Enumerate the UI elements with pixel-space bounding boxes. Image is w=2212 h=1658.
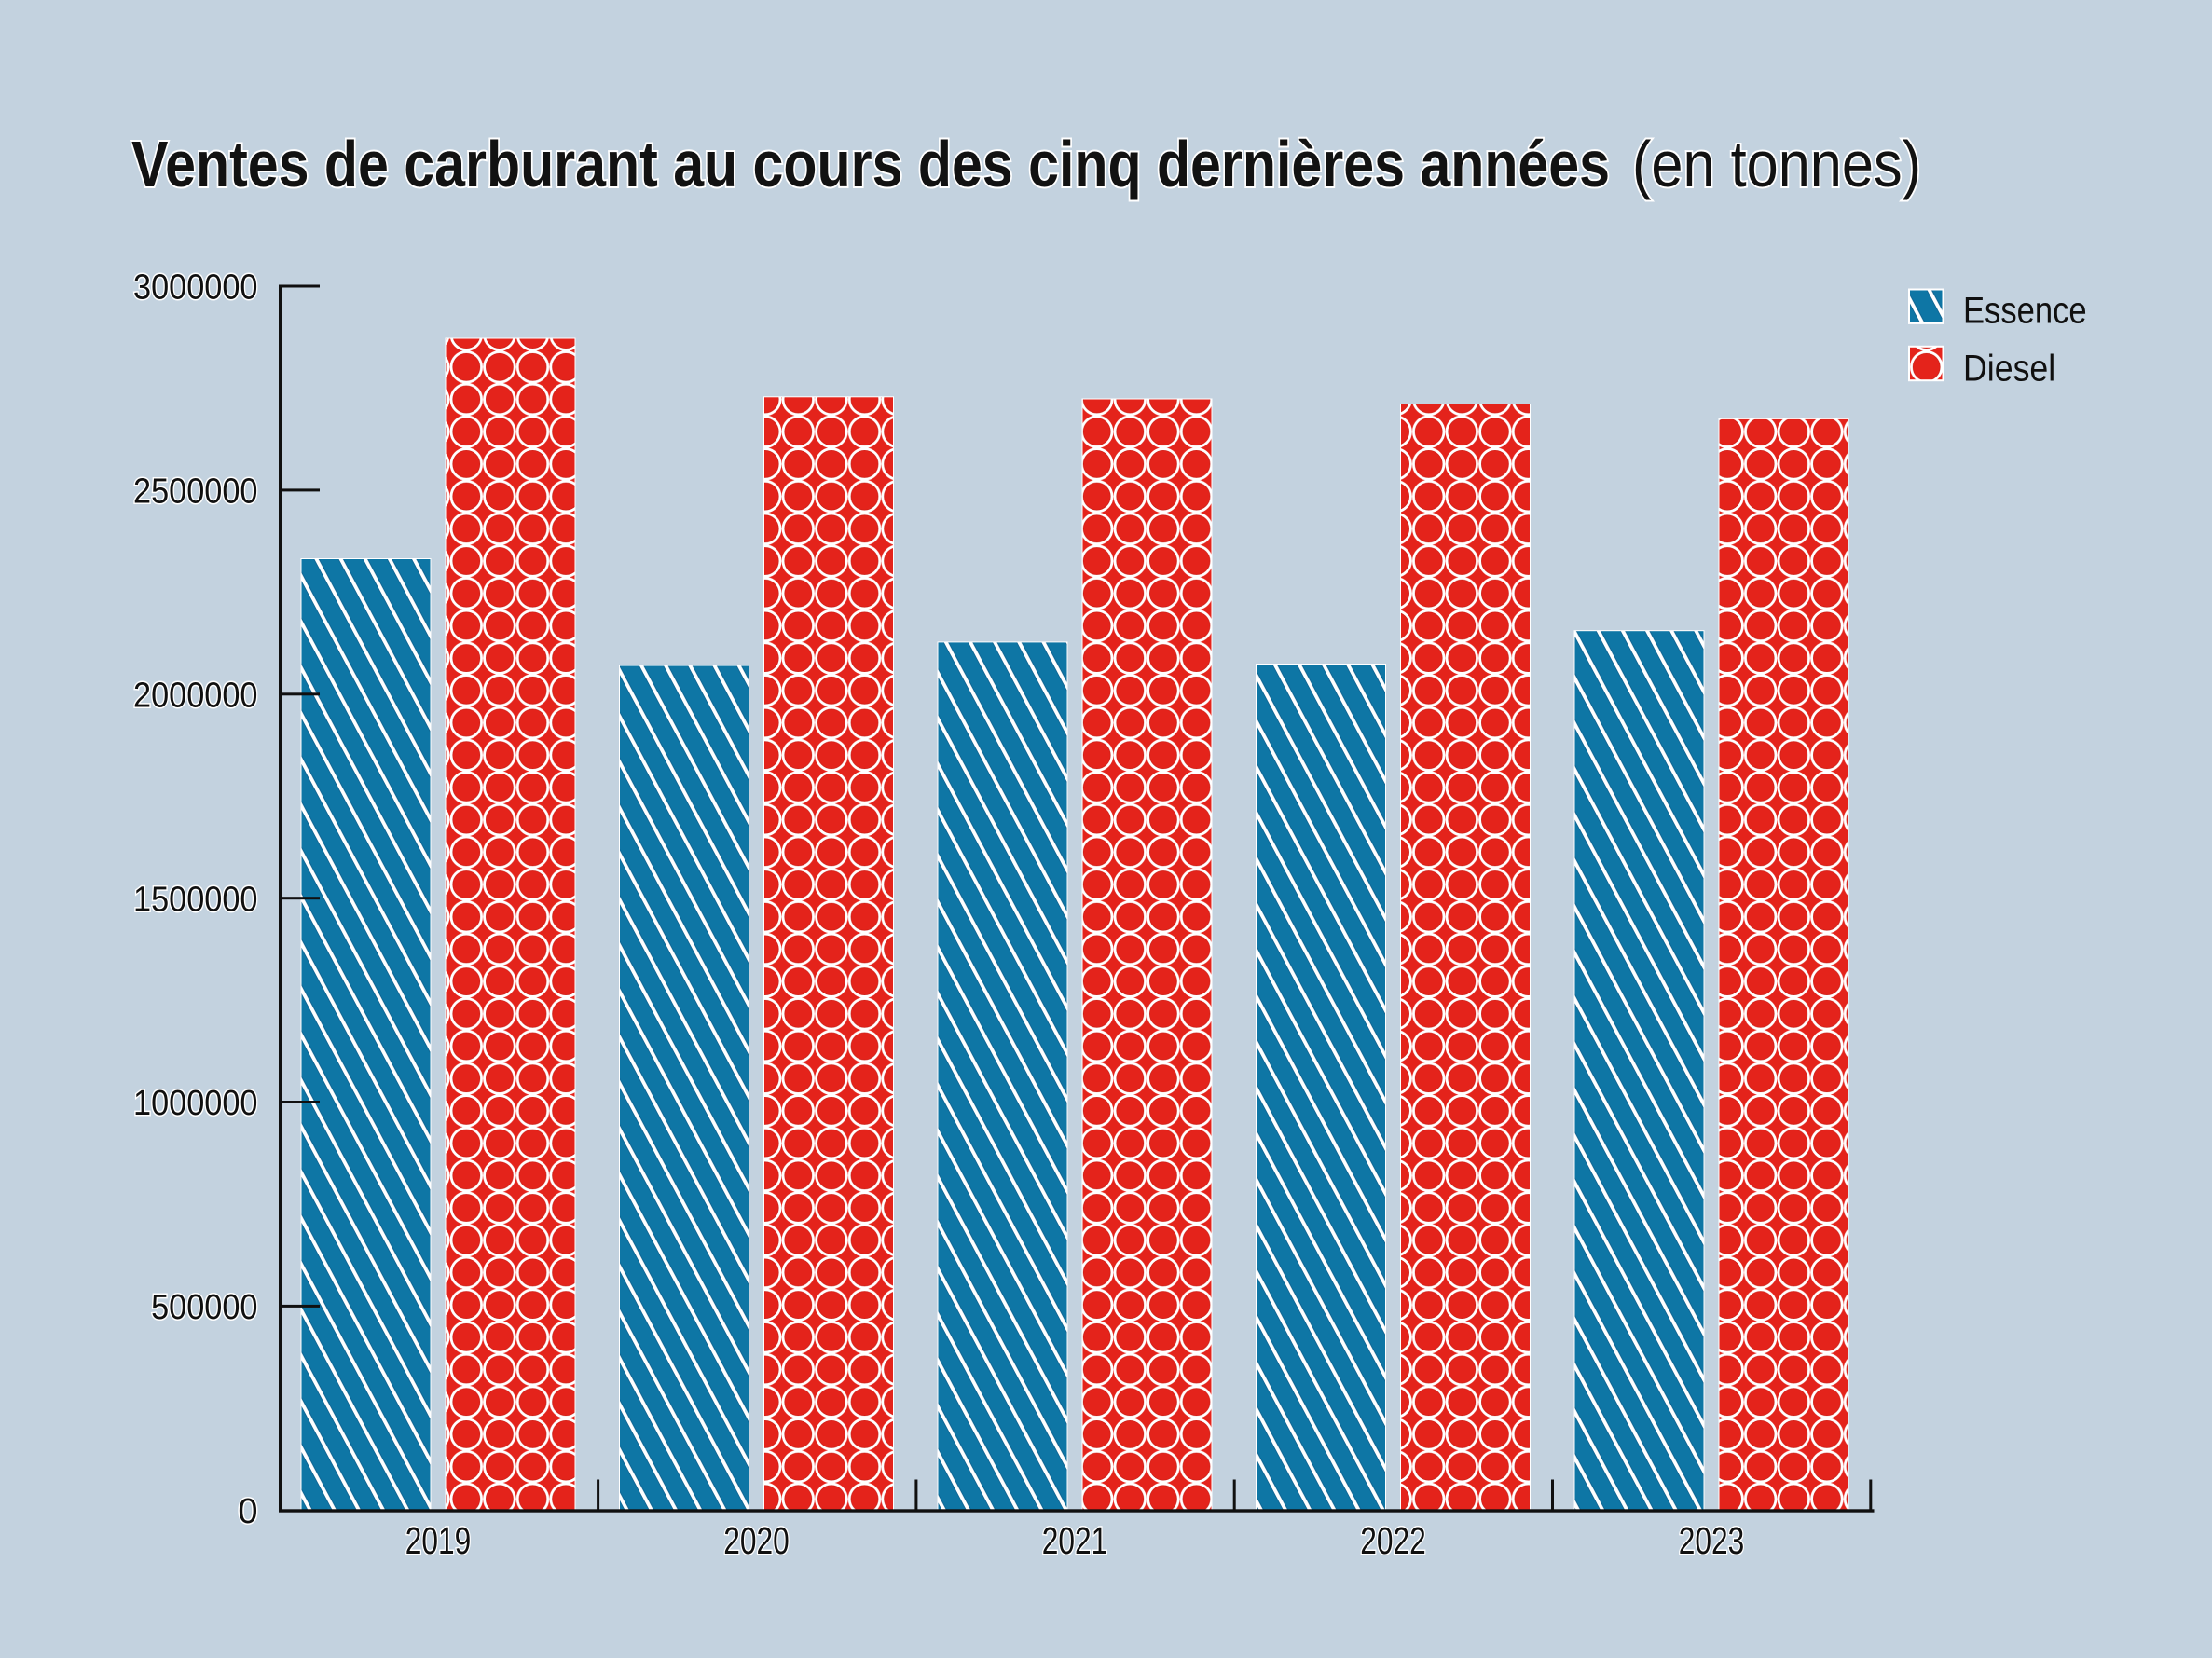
svg-text:500000: 500000	[151, 1288, 257, 1327]
svg-text:0: 0	[238, 1492, 257, 1531]
svg-text:2019: 2019	[405, 1519, 472, 1562]
svg-text:2020: 2020	[723, 1519, 790, 1562]
svg-text:Essence: Essence	[1963, 291, 2087, 332]
svg-text:(en tonnes): (en tonnes)	[1632, 128, 1921, 200]
svg-text:Diesel: Diesel	[1963, 349, 2055, 390]
svg-text:2023: 2023	[1679, 1519, 1745, 1562]
svg-text:2022: 2022	[1360, 1519, 1426, 1562]
svg-text:Ventes de carburant au cours d: Ventes de carburant au cours des cinq de…	[131, 128, 1610, 200]
svg-text:2500000: 2500000	[133, 473, 258, 512]
svg-text:1000000: 1000000	[133, 1084, 258, 1123]
svg-text:2000000: 2000000	[133, 677, 258, 716]
svg-text:3000000: 3000000	[133, 268, 258, 308]
svg-text:2021: 2021	[1042, 1519, 1108, 1562]
svg-text:1500000: 1500000	[133, 880, 258, 919]
